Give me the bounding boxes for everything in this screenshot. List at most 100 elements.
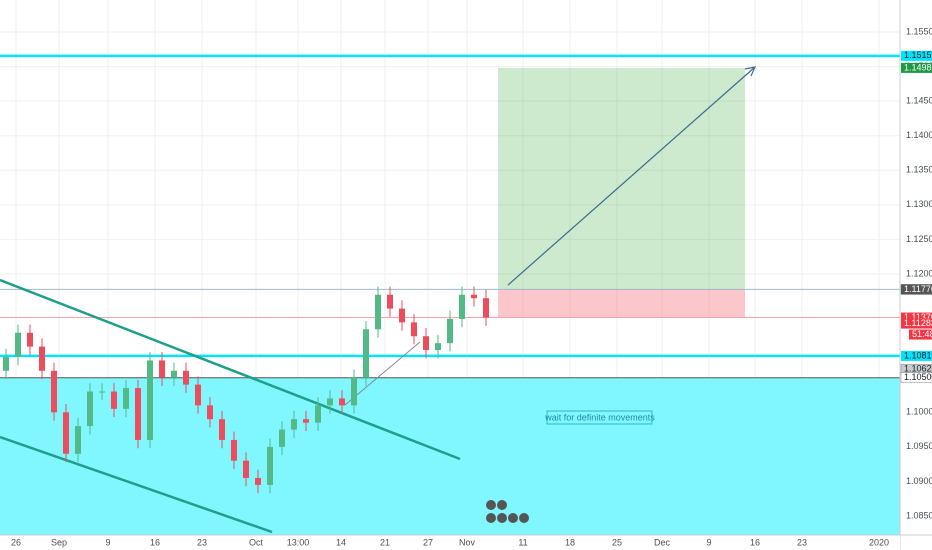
candle-body <box>483 298 489 318</box>
candle-body <box>471 294 477 299</box>
y-tick-label: 1.12500 <box>906 234 932 244</box>
x-tick-label: Nov <box>459 537 476 547</box>
x-tick-label: 23 <box>797 537 807 547</box>
x-tick-label: Oct <box>249 537 264 547</box>
candle-body <box>435 343 441 351</box>
zone <box>0 54 900 535</box>
event-icons <box>486 500 529 523</box>
candle-body <box>411 322 417 337</box>
x-tick-label: 18 <box>565 537 575 547</box>
axes: 1.155001.150001.145001.140001.135001.130… <box>11 26 932 547</box>
candle-body <box>447 318 453 344</box>
candle-body <box>363 329 369 378</box>
arrow <box>507 66 757 286</box>
icon <box>497 513 507 523</box>
trend-line <box>0 435 273 534</box>
drawings <box>0 278 461 534</box>
candle-body <box>339 398 345 406</box>
y-tick-label: 1.08500 <box>906 510 932 520</box>
price-marker-label: 1.10500 <box>904 372 932 382</box>
x-tick-label: 9 <box>706 537 711 547</box>
candle-body <box>15 332 21 357</box>
price-marker-label: 1.15155 <box>904 50 932 60</box>
price-marker <box>901 62 932 73</box>
candle-body <box>75 426 81 454</box>
annotation: wait for definite movements <box>544 412 655 422</box>
annotation-border <box>546 410 653 425</box>
target-box <box>498 67 745 290</box>
candle-body <box>231 439 237 461</box>
candle-body <box>51 370 57 413</box>
countdown: 51:48 <box>912 329 932 339</box>
candle-body <box>171 370 177 378</box>
candle-body <box>3 356 9 371</box>
candle-body <box>267 446 273 485</box>
x-tick-label: 21 <box>380 537 390 547</box>
y-tick-label: 1.09000 <box>906 476 932 486</box>
candle-body <box>159 360 165 378</box>
icon <box>486 500 496 510</box>
icon <box>486 513 496 523</box>
annotation-box: wait for definite movements <box>544 410 655 425</box>
y-tick-label: 1.09500 <box>906 441 932 451</box>
price-marker <box>901 318 932 329</box>
candle-body <box>135 388 141 440</box>
candle-body <box>327 398 333 406</box>
y-tick-label: 1.14000 <box>906 130 932 140</box>
icon <box>508 513 518 523</box>
price-marker-label: 1.11370 <box>904 312 932 322</box>
candle-body <box>423 336 429 351</box>
candle-body <box>255 477 261 485</box>
time-axis <box>0 535 900 550</box>
x-tick-label: 14 <box>336 537 346 547</box>
x-tick-label: 16 <box>150 537 160 547</box>
candles <box>3 286 489 494</box>
candle-body <box>303 419 309 423</box>
x-tick-label: 23 <box>197 537 207 547</box>
candle-body <box>183 370 189 385</box>
candle-body <box>111 391 117 409</box>
x-tick-label: Dec <box>654 537 671 547</box>
countdown-box <box>909 329 932 340</box>
candle-body <box>63 412 69 454</box>
y-tick-label: 1.15500 <box>906 26 932 36</box>
icon <box>497 500 507 510</box>
y-tick-label: 1.10000 <box>906 407 932 417</box>
stop-box <box>498 289 745 318</box>
y-tick-label: 1.12000 <box>906 268 932 278</box>
x-tick-label: 9 <box>105 537 110 547</box>
price-axis <box>900 0 932 550</box>
price-marker-label: 1.11283 <box>904 318 932 328</box>
candle-body <box>195 384 201 406</box>
y-tick-label: 1.14500 <box>906 96 932 106</box>
candle-body <box>87 391 93 427</box>
x-tick-label: Sep <box>51 537 67 547</box>
ray-line <box>344 341 421 406</box>
x-tick-label: 13:00 <box>287 537 310 547</box>
candle-body <box>243 460 249 478</box>
candle-body <box>387 294 393 309</box>
x-tick-label: 27 <box>423 537 433 547</box>
candle-body <box>99 391 105 393</box>
y-tick-label: 1.13000 <box>906 199 932 209</box>
icon <box>519 513 529 523</box>
candle-body <box>219 419 225 440</box>
candle-body <box>147 360 153 440</box>
price-marker <box>900 372 932 383</box>
trend-line <box>0 278 461 461</box>
candle-body <box>123 388 129 409</box>
candle-body <box>459 294 465 319</box>
x-tick-label: 2020 <box>869 537 889 547</box>
price-marker <box>901 312 932 323</box>
price-marker-label: 1.10815 <box>904 350 932 360</box>
price-marker <box>901 284 932 295</box>
candle-body <box>207 405 213 420</box>
x-tick-label: 26 <box>11 537 21 547</box>
y-tick-label: 1.13500 <box>906 165 932 175</box>
candle-body <box>291 419 297 430</box>
candle-body <box>375 294 381 330</box>
price-marker <box>901 350 932 361</box>
